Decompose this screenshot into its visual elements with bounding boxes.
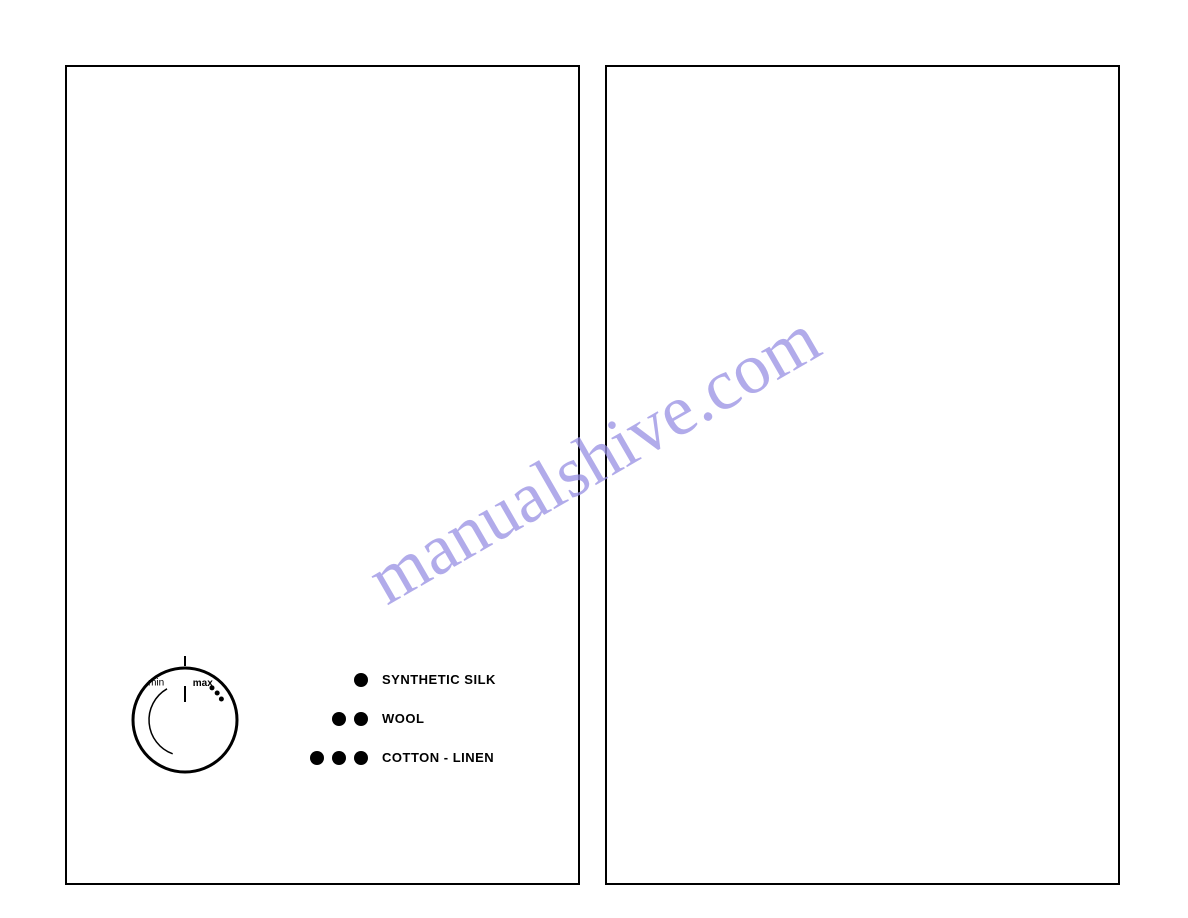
legend-row: SYNTHETIC SILK — [354, 672, 496, 687]
manual-page-right — [605, 65, 1120, 885]
legend-label: SYNTHETIC SILK — [382, 672, 496, 687]
legend-label: COTTON - LINEN — [382, 750, 494, 765]
legend-dot — [332, 751, 346, 765]
svg-text:min: min — [148, 678, 164, 689]
legend-row: COTTON - LINEN — [310, 750, 494, 765]
legend-dot — [354, 712, 368, 726]
legend-label: WOOL — [382, 711, 424, 726]
legend-dot — [332, 712, 346, 726]
svg-text:max: max — [193, 678, 213, 689]
legend-dot — [354, 751, 368, 765]
canvas: manualshive.com minmax SYNTHETIC SILKWOO… — [0, 0, 1188, 918]
legend-dot — [354, 673, 368, 687]
temperature-dial: min max — [118, 653, 252, 787]
legend-dot — [310, 751, 324, 765]
legend-row: WOOL — [332, 711, 424, 726]
